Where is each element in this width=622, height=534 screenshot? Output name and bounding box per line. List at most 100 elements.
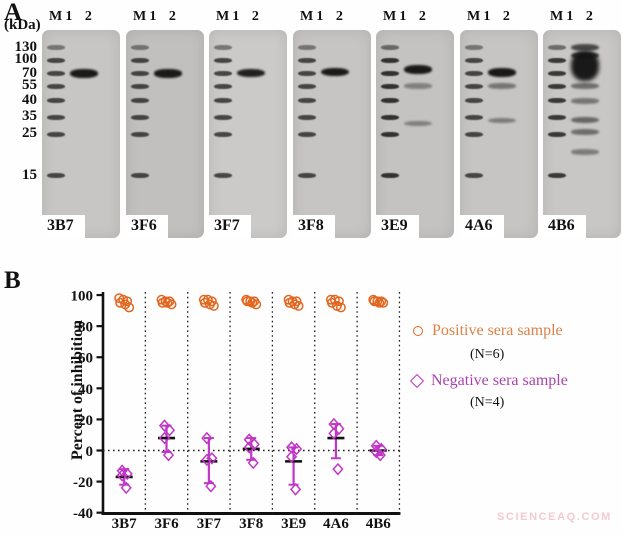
negative-point [289,483,302,496]
ladder-band [47,45,65,51]
panel-a-letter: A [4,0,23,26]
kda-ladder-label: 25 [22,125,37,141]
ladder-band [548,71,566,77]
ladder-band [298,98,316,104]
protein-band [70,69,99,78]
protein-band [571,51,600,82]
ladder-band [381,98,399,104]
protein-band [404,65,433,74]
legend-positive-n: (N=6) [470,347,505,362]
negative-point [163,423,176,437]
positive-point [245,296,256,307]
kda-axis-label: (kDa) [4,17,41,33]
ladder-band [548,98,566,104]
ladder-band [214,114,232,120]
negative-point [201,431,213,445]
negative-point [328,427,340,440]
ladder-band [548,57,566,63]
negative-diamond-icon [409,373,425,389]
blot-4B6: M 1 2 4B6 [543,9,621,238]
lane-header-1: 1 [399,9,407,24]
ladder-band [465,71,483,77]
lane-header-2: 2 [84,9,92,24]
blot-3B7: M 1 2 3B7 [42,9,120,238]
ladder-band [381,71,399,77]
lane-header-M: M [133,9,147,24]
kda-ladder-label: 55 [22,77,37,94]
ladder-band [381,83,399,89]
protein-band [571,97,600,104]
ladder-band [298,83,316,89]
ladder-band [131,71,149,77]
protein-band [488,117,517,124]
positive-point [284,297,295,308]
ladder-band [298,173,316,179]
category-label: 3B7 [112,516,138,532]
inhibition-plot: 100 80 60 40 20 0 -20 -40 3B7 3F6 3F7 3F8 3E9 4A6 4B6 [71,289,401,532]
ladder-band [548,131,566,137]
positive-point [251,299,262,310]
blot-label: 3F6 [126,214,168,238]
lane-header-M: M [550,9,564,24]
protein-band [571,44,600,52]
positive-point [326,297,337,308]
negative-point [120,481,132,495]
ladder-band [548,173,566,179]
ladder-band [47,83,65,89]
positive-point [124,302,135,313]
ladder-band [131,114,149,120]
kda-ladder-label: 130 [14,38,38,55]
lane-header-1: 1 [65,9,73,24]
ladder-band [381,57,399,63]
ladder-band [298,57,316,63]
positive-point [378,297,389,308]
lane-header-1: 1 [566,9,574,24]
ladder-band [47,173,65,179]
legend-positive-label: Positive sera sample [432,322,563,339]
protein-band [404,120,433,126]
category-label: 3F7 [197,516,222,532]
legend-negative: Negative sera sample [409,372,568,390]
lane-header-1: 1 [232,9,240,24]
positive-point [369,296,380,307]
ladder-band [465,173,483,179]
ladder-band [131,173,149,179]
ladder-band [131,45,149,51]
legend-negative-n: (N=4) [470,395,505,410]
lane-header-2: 2 [585,9,593,24]
positive-point [166,299,177,310]
lane-header-1: 1 [483,9,491,24]
y-tick-label: 60 [78,351,93,367]
kda-ladder-label: 100 [14,51,38,68]
ladder-band [548,114,566,120]
lane-header-M: M [383,9,397,24]
lane-header-M: M [300,9,314,24]
category-label: 4A6 [323,516,349,532]
positive-point [199,297,210,308]
positive-point [333,296,344,307]
lane-header-2: 2 [251,9,259,24]
y-tick-label: 100 [71,289,94,305]
positive-circle-icon [413,326,423,336]
y-tick-label: 80 [78,320,93,336]
negative-point [201,453,213,467]
kda-ladder-label: 35 [22,108,37,125]
y-tick-label: -20 [73,475,93,491]
category-label: 4B6 [366,516,392,532]
protein-band [571,117,600,124]
ladder-band [47,98,65,104]
negative-point [205,479,217,493]
protein-band [237,68,266,77]
negative-point [248,437,260,451]
category-label: 3E9 [281,516,306,532]
ladder-band [131,131,149,137]
ladder-band [214,98,232,104]
positive-point [335,302,346,313]
positive-point [115,297,126,308]
ladder-band [465,83,483,89]
negative-point [370,439,382,453]
ladder-band [298,114,316,120]
lane-header-2: 2 [335,9,343,24]
lane-header-M: M [49,9,63,24]
